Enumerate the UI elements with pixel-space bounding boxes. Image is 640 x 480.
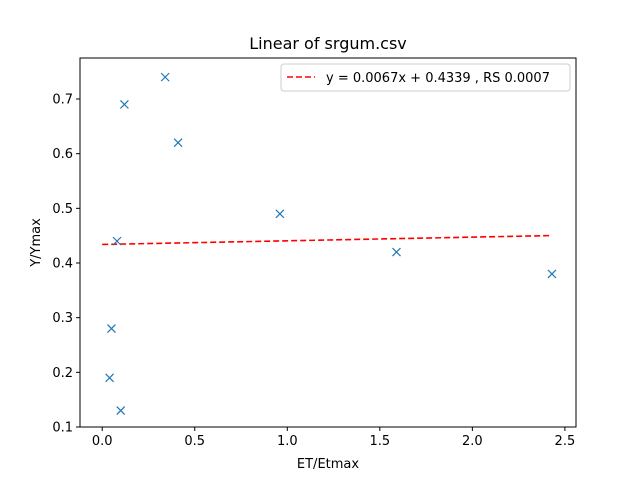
scatter-point [160, 72, 170, 82]
y-axis-ticks: 0.1 0.2 0.3 0.4 0.5 0.6 0.7 [52, 93, 80, 436]
y-axis-label: Y/Ymax [29, 218, 44, 268]
x-tick-label: 2.0 [462, 434, 483, 449]
scatter-point [173, 138, 183, 148]
axes-frame [79, 57, 577, 428]
legend-box [280, 63, 571, 92]
x-tick-label: 1.5 [369, 434, 390, 449]
chart-title: Linear of srgum.csv [249, 34, 407, 53]
y-tick-label: 0.1 [52, 421, 73, 436]
plot-area [102, 72, 557, 416]
scatter-point [116, 406, 126, 416]
y-tick-label: 0.2 [52, 366, 73, 381]
y-tick-label: 0.3 [52, 311, 73, 326]
y-tick-label: 0.7 [52, 93, 73, 108]
y-tick-label: 0.4 [52, 257, 73, 272]
x-tick-label: 0.0 [92, 434, 113, 449]
scatter-point [275, 209, 285, 219]
fit-line [102, 234, 552, 246]
x-tick-label: 2.5 [555, 434, 576, 449]
x-axis-label: ET/Etmax [297, 457, 359, 472]
y-tick-label: 0.6 [52, 147, 73, 162]
x-tick-label: 1.0 [277, 434, 298, 449]
scatter-point [392, 247, 401, 257]
legend-entry-fit: y = 0.0067x + 0.4339 , RS 0.0007 [326, 71, 550, 86]
scatter-point [112, 236, 122, 246]
scatter-point [119, 100, 129, 109]
scatter-point [105, 373, 115, 383]
scatter-point [107, 324, 116, 334]
y-tick-label: 0.5 [52, 202, 73, 217]
legend: y = 0.0067x + 0.4339 , RS 0.0007 [280, 63, 571, 92]
x-tick-label: 0.5 [184, 434, 205, 449]
x-axis-ticks: 0.0 0.5 1.0 1.5 2.0 2.5 [92, 427, 575, 449]
scatter-point [547, 269, 557, 279]
